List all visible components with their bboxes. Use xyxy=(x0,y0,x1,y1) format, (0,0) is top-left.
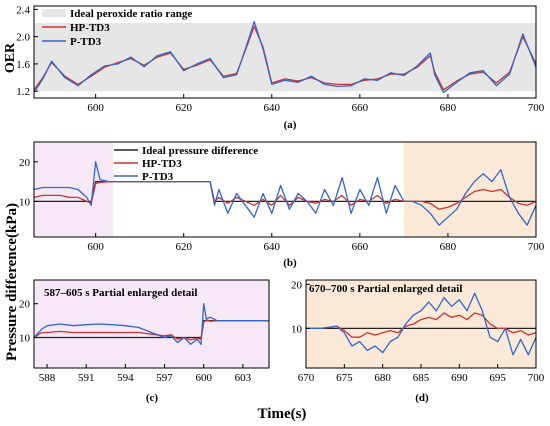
panel-a: 600 620 640 660 680 700 1.2 1.6 2.0 2.4 xyxy=(16,4,545,114)
panel-c-series-p-td3 xyxy=(33,303,269,345)
shared-y-label: Pressure difference(kPa) xyxy=(4,203,20,361)
legend-a-p-label: P-TD3 xyxy=(70,36,102,48)
panel-c-frame xyxy=(33,279,270,369)
panel-a-ytick-label: 1.2 xyxy=(16,86,30,98)
panel-d-xtick-label: 670 xyxy=(298,372,315,384)
panel-c-xtick-label: 600 xyxy=(195,372,212,384)
panel-b-xtick-label: 700 xyxy=(528,241,545,253)
panel-d-xtick-label: 675 xyxy=(336,372,353,384)
panel-b-xtick-label: 620 xyxy=(175,241,192,253)
panel-b-xtick-label: 600 xyxy=(87,241,104,253)
annotation-d: 670–700 s Partial enlarged detail xyxy=(309,283,462,295)
panel-d-xtick-label: 685 xyxy=(413,372,430,384)
panel-b-region-1 xyxy=(403,142,536,237)
panel-a-xtick-label: 600 xyxy=(87,102,104,114)
panel-b-series-p-td3 xyxy=(33,161,537,226)
panel-d-xtick-label: 695 xyxy=(489,372,506,384)
panel-a-series-hp-td3 xyxy=(33,25,537,91)
panel-b-ytick-label: 20 xyxy=(19,157,31,169)
panel-d-ytick-label: 10 xyxy=(291,323,303,335)
panel-c-xtick-label: 603 xyxy=(235,372,252,384)
panel-a-ytick-label: 2.4 xyxy=(16,4,30,16)
panel-c: 588 591 594 597 600 603 10 20 xyxy=(19,279,270,384)
panel-b-series-hp-td3 xyxy=(33,180,537,210)
panel-c-background xyxy=(34,280,269,368)
panel-a-xtick-label: 640 xyxy=(264,102,281,114)
panel-a-xtick-label: 660 xyxy=(352,102,369,114)
legend-b-p-label: P-TD3 xyxy=(142,171,174,183)
panel-c-xtick-label: 591 xyxy=(78,372,95,384)
caption-d: (d) xyxy=(415,392,429,404)
annotation-c: 587–605 s Partial enlarged detail xyxy=(44,287,197,299)
caption-b: (b) xyxy=(283,257,297,269)
panel-a-series-p-td3 xyxy=(33,21,537,94)
panel-b-region-0 xyxy=(34,142,114,237)
panel-d-xtick-label: 700 xyxy=(528,372,545,384)
panel-b-xtick-label: 640 xyxy=(264,241,281,253)
panel-b-xtick-label: 660 xyxy=(352,241,369,253)
panel-b-xtick-label: 680 xyxy=(440,241,457,253)
panel-d-xtick-label: 690 xyxy=(451,372,468,384)
legend-b: Ideal pressure difference HP-TD3 P-TD3 xyxy=(114,145,258,183)
legend-a-band-swatch xyxy=(42,9,66,17)
panel-b: 600 620 640 660 680 700 10 20 xyxy=(19,141,545,253)
panel-d-xtick-label: 680 xyxy=(374,372,391,384)
panel-c-xtick-label: 588 xyxy=(39,372,56,384)
panel-d-series-hp-td3 xyxy=(306,312,537,338)
panel-a-ytick-label: 2.0 xyxy=(16,32,30,44)
panel-c-xtick-label: 594 xyxy=(117,372,134,384)
panel-d-ytick-label: 20 xyxy=(291,279,303,291)
legend-b-hp-label: HP-TD3 xyxy=(142,158,182,170)
panel-c-ytick-label: 10 xyxy=(19,333,31,345)
panel-a-xtick-label: 700 xyxy=(528,102,545,114)
caption-c: (c) xyxy=(146,392,159,404)
shared-x-label: Time(s) xyxy=(258,406,307,422)
panel-d-series-p-td3 xyxy=(306,292,537,356)
panel-a-ytick-label: 1.6 xyxy=(16,59,30,71)
caption-a: (a) xyxy=(284,119,297,131)
panel-b-ytick-label: 10 xyxy=(19,196,31,208)
panel-d: 670 675 680 685 690 695 700 10 20 xyxy=(291,279,545,384)
y-label-a: OER xyxy=(3,42,18,73)
legend-a: Ideal peroxide ratio range HP-TD3 P-TD3 xyxy=(42,8,192,48)
panel-a-xtick-label: 680 xyxy=(440,102,457,114)
panel-c-ytick-label: 20 xyxy=(19,299,31,311)
panel-a-xtick-label: 620 xyxy=(175,102,192,114)
legend-b-ideal-label: Ideal pressure difference xyxy=(142,145,258,157)
panel-c-xtick-label: 597 xyxy=(156,372,173,384)
panel-b-frame xyxy=(33,141,537,238)
legend-a-band-label: Ideal peroxide ratio range xyxy=(70,8,192,20)
legend-a-hp-label: HP-TD3 xyxy=(70,22,110,34)
panel-b-series-ideal-pressure-difference xyxy=(34,181,536,202)
panel-d-background xyxy=(306,280,536,368)
panel-a-frame xyxy=(33,5,537,99)
